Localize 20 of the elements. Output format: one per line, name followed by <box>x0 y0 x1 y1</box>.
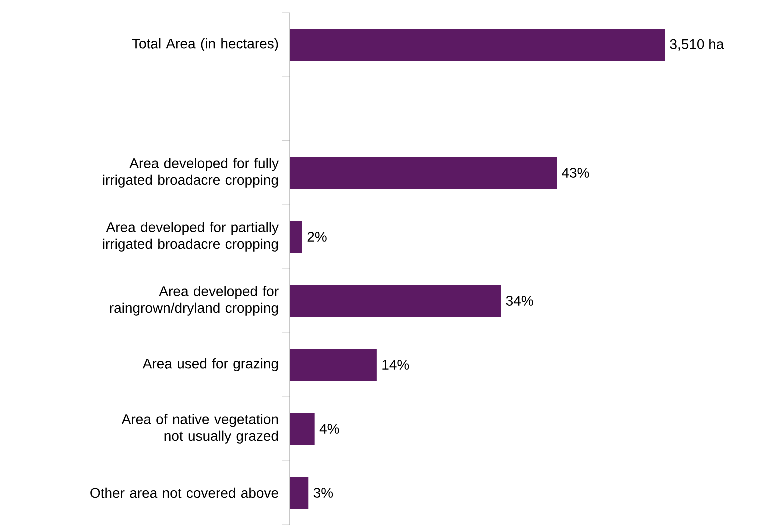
bar <box>290 477 309 510</box>
y-tick-label: Area developed for raingrown/dryland cropping <box>110 286 279 316</box>
bar <box>290 285 502 318</box>
bar <box>290 221 302 253</box>
y-tick-label: Area used for grazing <box>142 358 278 372</box>
y-tick-label: Other area not covered above <box>90 488 278 498</box>
data-label: 3,510 ha <box>670 39 724 51</box>
bar <box>290 157 558 189</box>
data-label: 4% <box>320 424 340 434</box>
bar <box>290 413 315 446</box>
bar <box>290 349 377 382</box>
data-label: 3% <box>314 488 334 498</box>
y-tick-label: Area developed for partially irrigated broadacre cropping <box>103 222 279 252</box>
y-tick-label: Total Area (in hectares) <box>132 38 278 52</box>
y-tick-label: Area developed for fully irrigated broadacre cropping <box>103 158 279 188</box>
data-label: 14% <box>382 360 410 370</box>
data-label: 34% <box>506 296 534 306</box>
data-label: 43% <box>562 168 590 178</box>
data-label: 2% <box>308 232 327 242</box>
y-tick-label: Area of native vegetation not usually grazed <box>122 414 278 444</box>
